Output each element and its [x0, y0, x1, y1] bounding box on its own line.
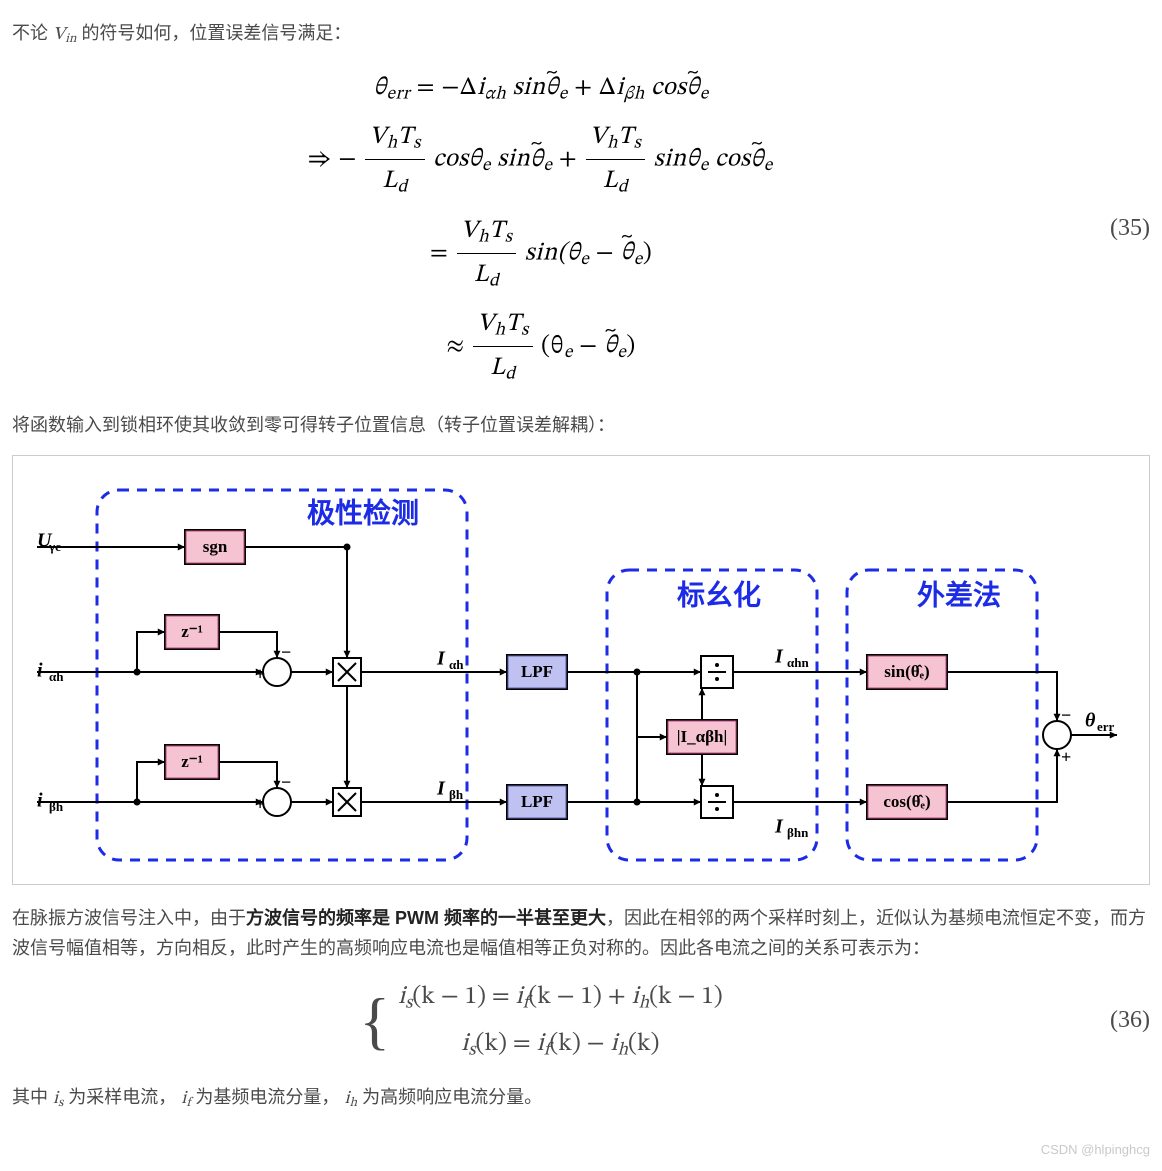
svg-text:I: I	[774, 645, 784, 667]
eq36-number: (36)	[1070, 1000, 1150, 1041]
svg-text:i: i	[37, 659, 43, 681]
signal-I_alpha_hn: Iαhn	[774, 645, 809, 669]
svg-text:LPF: LPF	[521, 791, 553, 810]
eq35-line4: ≈ VhTsLd (θe − θe)	[12, 303, 1070, 390]
signal-I_alpha_h: Iαh	[436, 647, 464, 671]
svg-text:αh: αh	[449, 656, 464, 671]
signal-I_beta_hn: Iβhn	[774, 815, 809, 839]
svg-text:sin(θ̂ₑ): sin(θ̂ₑ)	[884, 661, 929, 680]
watermark: CSDN @hlpinghcg	[1041, 1139, 1150, 1161]
eq35-number: (35)	[1070, 208, 1150, 249]
svg-text:I: I	[774, 815, 784, 837]
paragraph-2: 将函数输入到锁相环使其收敛到零可得转子位置信息（转子位置误差解耦）：	[12, 410, 1150, 441]
signal-i_beta_h: iβh	[37, 789, 64, 813]
block-diagram: 极性检测标幺化 外差法 sgn z⁻¹ z⁻¹ LPF LPF |I_αβh| sin(θ̂ₑ)…	[12, 455, 1150, 885]
svg-text:I: I	[436, 777, 446, 799]
svg-text:βh: βh	[49, 798, 64, 813]
p1-text-b: 的符号如何，位置误差信号满足：	[81, 23, 351, 43]
svg-text:z⁻¹: z⁻¹	[181, 621, 203, 640]
svg-text:cos(θ̂ₑ): cos(θ̂ₑ)	[883, 791, 930, 810]
svg-text:+: +	[255, 794, 265, 814]
svg-text:θ: θ	[1085, 709, 1096, 731]
equation-35: θerr = −Δiαh sinθe + Δiβh cosθe ⇒ − VhTs…	[12, 61, 1150, 396]
svg-text:+: +	[255, 664, 265, 684]
eq36-row2: is(k) = if(k) − ih(k)	[398, 1023, 723, 1066]
eq35-line2: ⇒ − VhTsLd cosθe sinθe + VhTsLd sinθe co…	[12, 116, 1070, 203]
equation-36: { is(k − 1) = if(k − 1) + ih(k − 1) is(k…	[12, 974, 1150, 1068]
svg-text:极性检测: 极性检测	[307, 496, 419, 528]
svg-text:I: I	[436, 647, 446, 669]
paragraph-4: 其中 is 为采样电流， if 为基频电流分量， ih 为高频响应电流分量。	[12, 1082, 1150, 1115]
sum-sum2	[263, 788, 291, 816]
eq35-line3: = VhTsLd sin(θe − θe)	[12, 210, 1070, 297]
eq35-line1: θerr = −Δiαh sinθe + Δiβh cosθe	[12, 67, 1070, 110]
svg-text:γc: γc	[48, 538, 61, 553]
svg-text:−: −	[1061, 705, 1071, 725]
svg-text:αhn: αhn	[787, 654, 809, 669]
p1-text-a: 不论	[12, 23, 53, 43]
svg-text:|I_αβh|: |I_αβh|	[677, 726, 728, 745]
paragraph-1: 不论 Vin 的符号如何，位置误差信号满足：	[12, 18, 1150, 51]
signal-U_gamma_c: Uγc	[37, 529, 61, 553]
diagram-svg: 极性检测标幺化 外差法 sgn z⁻¹ z⁻¹ LPF LPF |I_αβh| sin(θ̂ₑ)…	[17, 460, 1117, 880]
sum-sum1	[263, 658, 291, 686]
svg-text:−: −	[281, 772, 291, 792]
svg-text:βhn: βhn	[787, 824, 809, 839]
svg-text:−: −	[281, 642, 291, 662]
signal-I_beta_h: Iβh	[436, 777, 464, 801]
svg-text:i: i	[37, 789, 43, 811]
bold-text: 方波信号的频率是 PWM 频率的一半甚至更大	[246, 908, 606, 928]
signal-i_alpha_h: iαh	[37, 659, 64, 683]
svg-text:+: +	[1061, 747, 1071, 767]
vin-var: Vin	[53, 26, 76, 44]
svg-text:αh: αh	[49, 668, 64, 683]
svg-text:sgn: sgn	[203, 536, 228, 555]
svg-text:βh: βh	[449, 786, 464, 801]
svg-text:err: err	[1097, 718, 1115, 733]
signal-theta_err: θerr	[1085, 709, 1115, 733]
eq36-row1: is(k − 1) = if(k − 1) + ih(k − 1)	[398, 976, 723, 1019]
sum-sum3	[1043, 721, 1071, 749]
svg-text:标幺化: 标幺化	[677, 578, 761, 610]
svg-text:外差法: 外差法	[917, 578, 1001, 610]
paragraph-3: 在脉振方波信号注入中，由于方波信号的频率是 PWM 频率的一半甚至更大，因此在相…	[12, 903, 1150, 964]
svg-text:LPF: LPF	[521, 661, 553, 680]
svg-text:z⁻¹: z⁻¹	[181, 751, 203, 770]
